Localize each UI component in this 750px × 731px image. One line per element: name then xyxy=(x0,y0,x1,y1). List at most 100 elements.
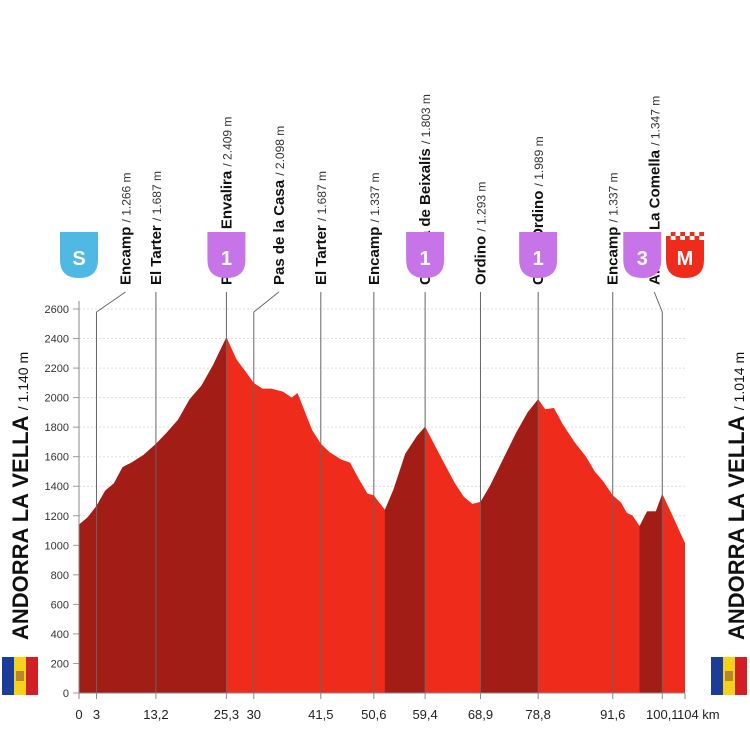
waypoint-altitude: / 1.337 m xyxy=(368,172,382,222)
start-altitude: / 1.140 m xyxy=(15,352,31,410)
waypoint-name: Encamp xyxy=(605,227,622,285)
x-tick-label: 3 xyxy=(93,707,100,722)
y-tick-label: 0 xyxy=(63,688,69,700)
waypoint-altitude: / 1.687 m xyxy=(150,171,164,221)
badge-shape xyxy=(623,232,662,278)
waypoint-name: Pas de la Casa xyxy=(271,179,288,285)
badge-label: 1 xyxy=(221,248,232,270)
x-tick-label: 30 xyxy=(247,707,261,722)
profile-segment xyxy=(662,337,685,693)
badge-label: 1 xyxy=(533,248,544,270)
x-tick-label: 78,8 xyxy=(526,707,551,722)
y-tick-label: 2000 xyxy=(45,393,69,405)
y-tick-label: 2600 xyxy=(45,304,69,316)
waypoint-label: Encamp / 1.337 m xyxy=(605,172,622,285)
profile-segment xyxy=(79,337,227,693)
finish-label: ANDORRA LA VELLA / 1.014 m xyxy=(724,352,749,640)
waypoint-altitude: / 2.098 m xyxy=(273,126,287,176)
leader-line xyxy=(653,291,663,313)
y-tick-label: 1200 xyxy=(45,511,69,523)
waypoint-altitude: / 1.337 m xyxy=(607,172,621,222)
waypoint-name: El Tarter xyxy=(148,225,165,285)
y-tick-label: 600 xyxy=(51,599,69,611)
x-tick-label: 104 km xyxy=(677,707,720,722)
badge-label: 1 xyxy=(420,248,431,270)
profile-segment xyxy=(226,337,385,693)
segments xyxy=(79,337,685,693)
checker xyxy=(675,232,681,236)
badge: M xyxy=(666,232,704,278)
badge-shape xyxy=(207,232,246,278)
waypoint-altitude: / 1.266 m xyxy=(119,172,133,222)
x-tick-label: 25,3 xyxy=(214,707,239,722)
badge: 3 xyxy=(623,232,662,278)
badge-shape xyxy=(666,232,704,278)
leader-line xyxy=(96,291,126,313)
y-tick-label: 800 xyxy=(51,570,69,582)
waypoint-altitude: / 1.803 m xyxy=(419,94,433,144)
y-tick-label: 400 xyxy=(51,629,69,641)
leader-line xyxy=(253,291,280,313)
flag-left xyxy=(2,657,38,695)
checker xyxy=(685,232,690,236)
waypoint-altitude: / 1.347 m xyxy=(648,96,662,146)
x-tick-label: 13,2 xyxy=(143,707,168,722)
badge: 1 xyxy=(207,232,246,278)
waypoint-altitude: / 1.293 m xyxy=(474,182,488,232)
waypoint-label: Encamp / 1.266 m xyxy=(117,172,134,285)
badge-shape xyxy=(519,232,558,278)
x-tick-label: 68,9 xyxy=(468,707,493,722)
finish-name: ANDORRA LA VELLA xyxy=(724,415,749,640)
x-tick-label: 41,5 xyxy=(308,707,333,722)
badge-label: S xyxy=(72,248,85,270)
waypoint-name: Encamp xyxy=(366,227,383,285)
finish-altitude: / 1.014 m xyxy=(731,352,747,410)
waypoint-altitude: / 2.409 m xyxy=(220,117,234,167)
y-tick-label: 200 xyxy=(51,658,69,670)
badge-label: 3 xyxy=(637,248,648,270)
waypoint-label: Ordino / 1.293 m xyxy=(472,182,489,285)
waypoint-altitude: / 1.989 m xyxy=(532,136,546,186)
profile-segment xyxy=(384,337,426,693)
x-tick-label: 50,6 xyxy=(361,707,386,722)
y-tick-label: 2400 xyxy=(45,334,69,346)
flag-right xyxy=(711,657,747,695)
profile-segment xyxy=(538,337,640,693)
badge: 1 xyxy=(519,232,558,278)
badge-shape xyxy=(60,232,98,278)
y-tick-label: 2200 xyxy=(45,363,69,375)
start-label: ANDORRA LA VELLA / 1.140 m xyxy=(8,352,33,640)
checker xyxy=(666,232,671,236)
checker xyxy=(670,236,676,240)
y-tick-label: 1400 xyxy=(45,481,69,493)
waypoint-label: Encamp / 1.337 m xyxy=(366,172,383,285)
badge: 1 xyxy=(406,232,445,278)
x-tick-label: 59,4 xyxy=(412,707,437,722)
y-tick-label: 1600 xyxy=(45,452,69,464)
badge-shape xyxy=(406,232,445,278)
waypoint-label: Pas de la Casa / 2.098 m xyxy=(271,126,288,285)
start-name: ANDORRA LA VELLA xyxy=(8,415,33,640)
profile-segment xyxy=(639,337,663,693)
waypoint-label: El Tarter / 1.687 m xyxy=(313,171,330,285)
checker xyxy=(680,236,685,240)
waypoint-name: El Tarter xyxy=(313,225,330,285)
profile-segment xyxy=(480,337,539,693)
flags xyxy=(2,657,747,695)
badge: S xyxy=(60,232,98,278)
checker xyxy=(689,236,695,240)
x-tick-label: 100,1 xyxy=(646,707,679,722)
waypoint-name: Encamp xyxy=(117,227,134,285)
badge-label: M xyxy=(677,248,694,270)
x-tick-label: 91,6 xyxy=(600,707,625,722)
y-tick-label: 1800 xyxy=(45,422,69,434)
profile-segment xyxy=(425,337,481,693)
x-tick-label: 0 xyxy=(75,707,82,722)
y-tick-label: 1000 xyxy=(45,540,69,552)
waypoint-altitude: / 1.687 m xyxy=(315,171,329,221)
checker xyxy=(699,236,704,240)
waypoint-label: El Tarter / 1.687 m xyxy=(148,171,165,285)
waypoint-name: Ordino xyxy=(472,236,489,285)
checker xyxy=(694,232,700,236)
